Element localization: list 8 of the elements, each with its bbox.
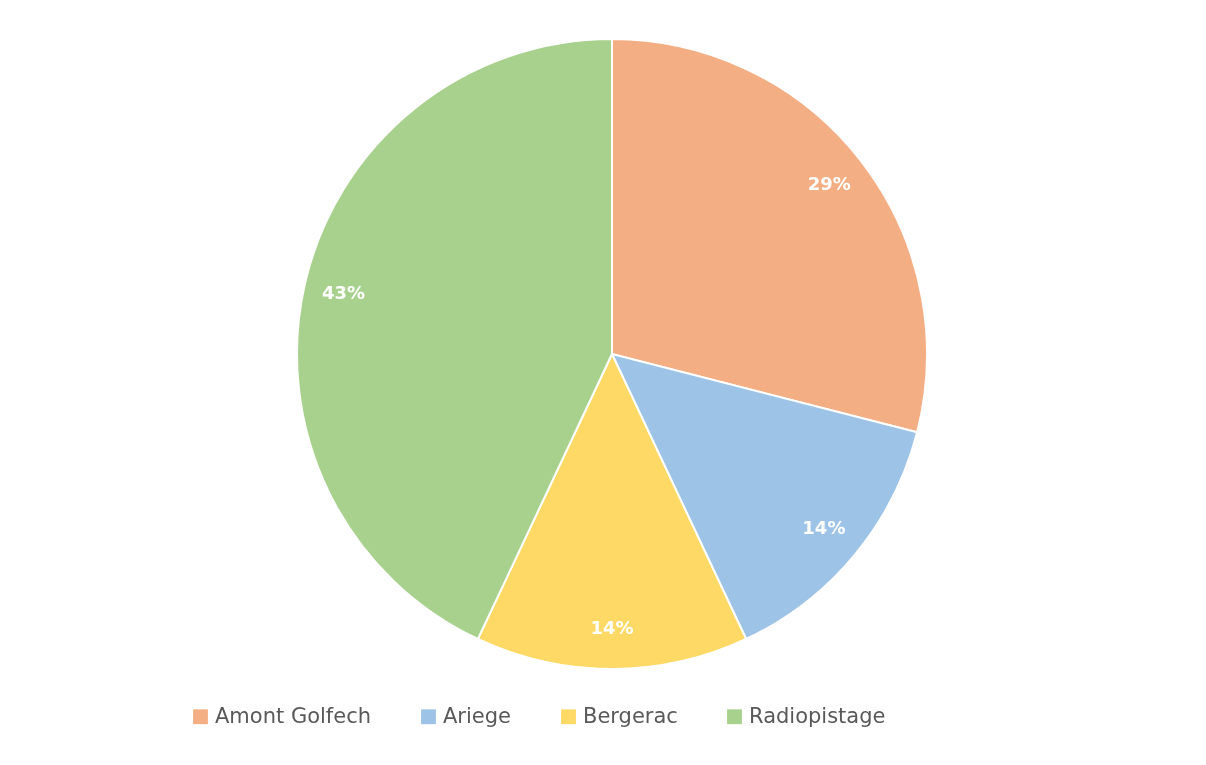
data-label: 29% xyxy=(807,173,851,195)
data-label: 14% xyxy=(802,517,846,539)
legend-label: Radiopistage xyxy=(749,703,886,728)
legend-label: Amont Golfech xyxy=(215,703,372,728)
data-label: 14% xyxy=(590,617,634,638)
legend-label: Ariege xyxy=(443,703,512,728)
legend-label: Bergerac xyxy=(583,703,678,728)
data-label: 43% xyxy=(322,282,366,304)
